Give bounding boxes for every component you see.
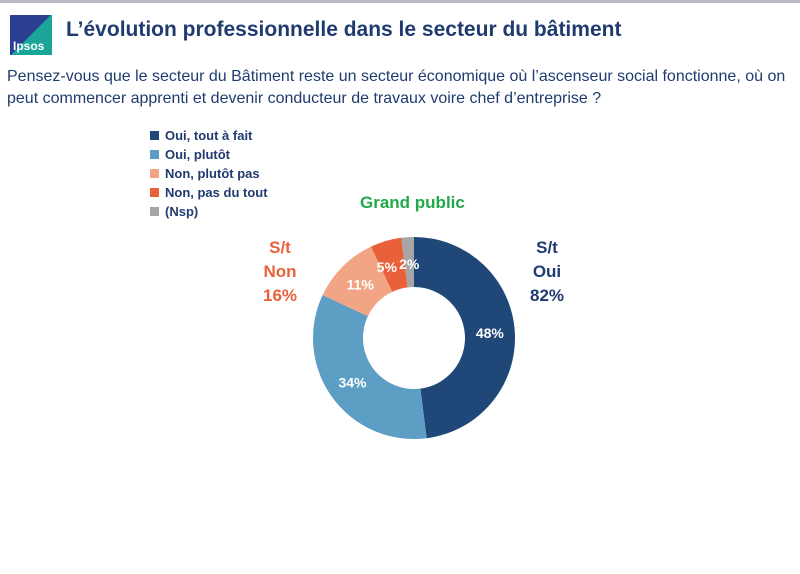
subtotal-oui-label: S/t bbox=[536, 238, 558, 257]
legend-swatch bbox=[150, 131, 159, 140]
subtotal-non: S/t Non 16% bbox=[255, 236, 305, 308]
question-text: Pensez-vous que le secteur du Bâtiment r… bbox=[7, 68, 786, 107]
data-label: 48% bbox=[476, 325, 505, 341]
subtotal-oui: S/t Oui 82% bbox=[522, 236, 572, 308]
data-label: 5% bbox=[377, 259, 398, 275]
data-label: 11% bbox=[347, 276, 375, 292]
legend-label: Oui, tout à fait bbox=[165, 128, 253, 143]
ipsos-logo: Ipsos bbox=[10, 15, 52, 55]
legend-swatch bbox=[150, 188, 159, 197]
subtotal-non-label: S/t bbox=[269, 238, 291, 257]
legend-item: Non, plutôt pas bbox=[150, 164, 268, 183]
subtotal-non-name: Non bbox=[263, 262, 297, 281]
legend-label: (Nsp) bbox=[165, 204, 199, 219]
page-title: L’évolution professionnelle dans le sect… bbox=[66, 18, 622, 41]
legend-item: Non, pas du tout bbox=[150, 183, 268, 202]
donut-slice bbox=[401, 237, 414, 288]
subtotal-oui-name: Oui bbox=[532, 262, 562, 281]
legend-item: (Nsp) bbox=[150, 202, 268, 221]
legend-swatch bbox=[150, 169, 159, 178]
top-border bbox=[0, 0, 800, 3]
donut-slice bbox=[322, 246, 393, 317]
legend-swatch bbox=[150, 150, 159, 159]
subtotal-non-value: 16% bbox=[262, 286, 298, 305]
legend-label: Oui, plutôt bbox=[165, 147, 230, 162]
donut-slice bbox=[370, 237, 408, 292]
subtotal-oui-value: 82% bbox=[529, 286, 565, 305]
data-label: 34% bbox=[338, 375, 367, 391]
legend-label: Non, pas du tout bbox=[165, 185, 268, 200]
legend-label: Non, plutôt pas bbox=[165, 166, 260, 181]
donut-slice bbox=[312, 294, 427, 439]
legend-item: Oui, tout à fait bbox=[150, 126, 268, 145]
chart-title: Grand public bbox=[360, 193, 465, 212]
legend-item: Oui, plutôt bbox=[150, 145, 268, 164]
legend-swatch bbox=[150, 207, 159, 216]
data-label: 2% bbox=[399, 256, 420, 272]
chart-legend: Oui, tout à fait Oui, plutôt Non, plutôt p… bbox=[150, 126, 268, 221]
logo-text: Ipsos bbox=[13, 39, 45, 53]
donut-slice bbox=[414, 237, 515, 439]
